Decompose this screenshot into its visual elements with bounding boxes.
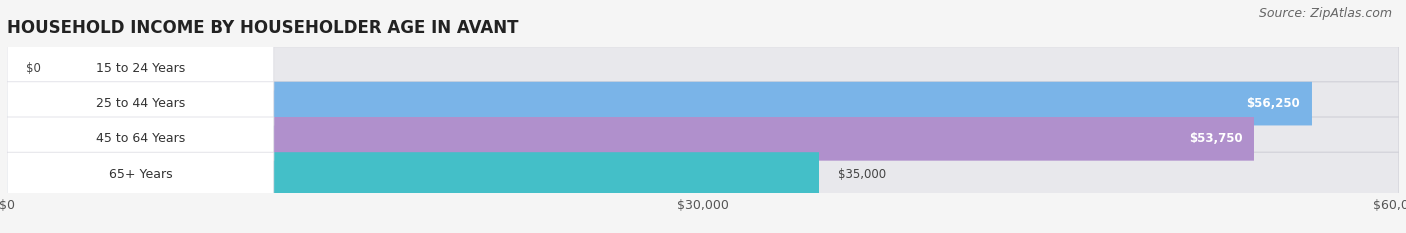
FancyBboxPatch shape [7, 152, 274, 196]
Text: $35,000: $35,000 [838, 168, 886, 181]
FancyBboxPatch shape [7, 152, 1399, 196]
Text: HOUSEHOLD INCOME BY HOUSEHOLDER AGE IN AVANT: HOUSEHOLD INCOME BY HOUSEHOLDER AGE IN A… [7, 19, 519, 37]
FancyBboxPatch shape [7, 117, 1254, 161]
FancyBboxPatch shape [7, 82, 1399, 125]
FancyBboxPatch shape [7, 82, 1312, 125]
Text: $56,250: $56,250 [1247, 97, 1301, 110]
Text: 45 to 64 Years: 45 to 64 Years [96, 132, 186, 145]
Text: 15 to 24 Years: 15 to 24 Years [96, 62, 186, 75]
FancyBboxPatch shape [7, 117, 274, 161]
FancyBboxPatch shape [7, 82, 274, 125]
FancyBboxPatch shape [7, 117, 1399, 161]
Text: $53,750: $53,750 [1188, 132, 1243, 145]
FancyBboxPatch shape [7, 47, 274, 90]
FancyBboxPatch shape [7, 47, 1399, 90]
Text: Source: ZipAtlas.com: Source: ZipAtlas.com [1258, 7, 1392, 20]
Text: $0: $0 [25, 62, 41, 75]
Text: 25 to 44 Years: 25 to 44 Years [96, 97, 186, 110]
Text: 65+ Years: 65+ Years [108, 168, 173, 181]
FancyBboxPatch shape [7, 152, 820, 196]
